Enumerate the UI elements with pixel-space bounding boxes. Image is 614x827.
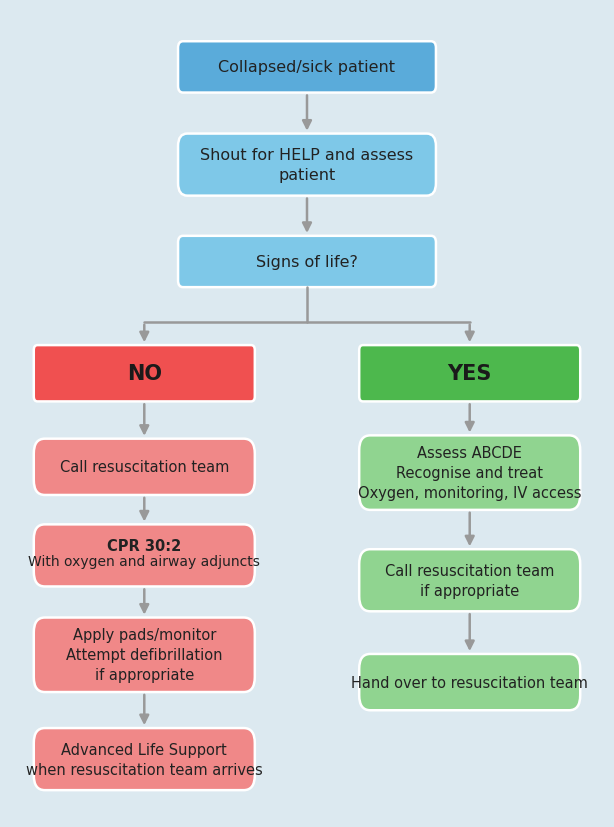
FancyBboxPatch shape [359,346,580,402]
Text: NO: NO [126,364,162,384]
Text: YES: YES [448,364,492,384]
FancyBboxPatch shape [359,436,580,510]
FancyBboxPatch shape [34,524,255,587]
FancyBboxPatch shape [34,346,255,402]
Text: With oxygen and airway adjuncts: With oxygen and airway adjuncts [28,555,260,569]
Text: CPR 30:2: CPR 30:2 [107,538,181,553]
FancyBboxPatch shape [34,729,255,791]
Text: Shout for HELP and assess
patient: Shout for HELP and assess patient [200,148,414,183]
FancyBboxPatch shape [178,42,436,93]
Text: Hand over to resuscitation team: Hand over to resuscitation team [351,675,588,690]
Text: Collapsed/sick patient: Collapsed/sick patient [219,60,395,75]
Text: Apply pads/monitor
Attempt defibrillation
if appropriate: Apply pads/monitor Attempt defibrillatio… [66,628,222,682]
Text: Signs of life?: Signs of life? [256,255,358,270]
FancyBboxPatch shape [178,134,436,196]
Text: Call resuscitation team: Call resuscitation team [60,460,229,475]
FancyBboxPatch shape [34,439,255,495]
Text: Call resuscitation team
if appropriate: Call resuscitation team if appropriate [385,563,554,598]
Text: Advanced Life Support
when resuscitation team arrives: Advanced Life Support when resuscitation… [26,742,263,777]
Text: Assess ABCDE
Recognise and treat
Oxygen, monitoring, IV access: Assess ABCDE Recognise and treat Oxygen,… [358,446,581,500]
FancyBboxPatch shape [359,549,580,612]
FancyBboxPatch shape [359,654,580,710]
FancyBboxPatch shape [178,237,436,288]
FancyBboxPatch shape [34,618,255,692]
